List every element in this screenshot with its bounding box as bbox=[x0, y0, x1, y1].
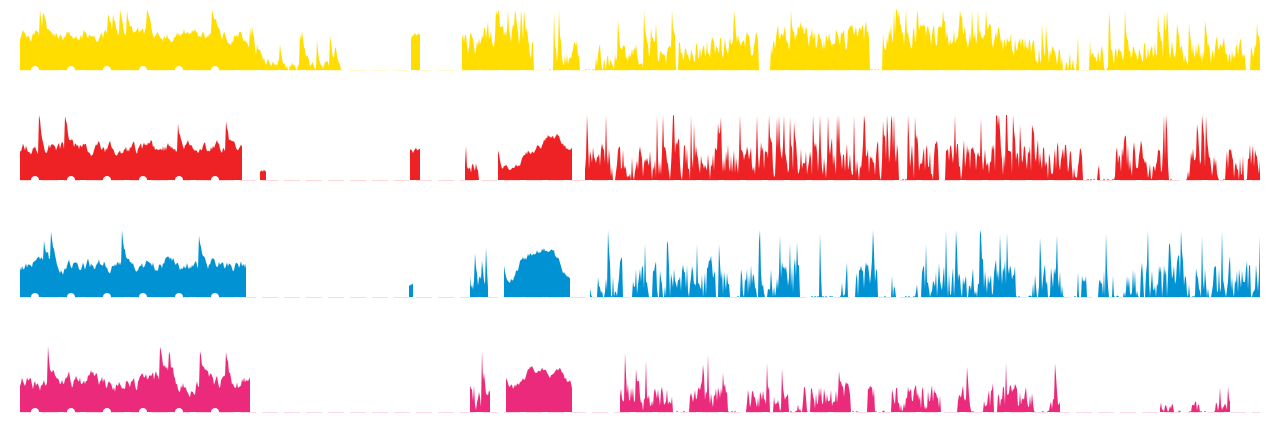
series-1-marker-6 bbox=[211, 66, 219, 74]
series-4-area-1 bbox=[20, 346, 250, 412]
series-2-area-5 bbox=[498, 133, 572, 180]
series-4-group bbox=[20, 346, 1260, 416]
series-2-marker-2 bbox=[67, 176, 75, 184]
series-2-marker-6 bbox=[211, 176, 219, 184]
series-4-area-2 bbox=[470, 350, 490, 412]
series-2-area-6 bbox=[585, 115, 1260, 180]
series-4-marker-1 bbox=[31, 408, 39, 416]
series-3-marker-2 bbox=[67, 293, 75, 301]
series-2-area-2 bbox=[260, 169, 266, 180]
series-1-group bbox=[20, 10, 1260, 74]
series-1-marker-3 bbox=[103, 66, 111, 74]
series-1-marker-4 bbox=[139, 66, 147, 74]
series-2-area-3 bbox=[410, 147, 420, 180]
series-4-marker-5 bbox=[175, 408, 183, 416]
series-2-area-1 bbox=[20, 115, 242, 180]
series-3-marker-1 bbox=[31, 293, 39, 301]
series-1-marker-5 bbox=[175, 66, 183, 74]
series-2-area-4 bbox=[465, 146, 482, 180]
series-4-area-5 bbox=[1160, 386, 1230, 412]
series-3-area-2 bbox=[409, 282, 413, 297]
series-1-marker-1 bbox=[31, 66, 39, 74]
series-1-marker-2 bbox=[67, 66, 75, 74]
series-2-marker-1 bbox=[31, 176, 39, 184]
series-3-marker-6 bbox=[211, 293, 219, 301]
series-2-marker-3 bbox=[103, 176, 111, 184]
series-3-group bbox=[20, 230, 1260, 301]
series-4-marker-2 bbox=[67, 408, 75, 416]
series-3-area-5 bbox=[590, 230, 1260, 297]
series-1-area-3 bbox=[462, 10, 1260, 70]
series-2-marker-4 bbox=[139, 176, 147, 184]
series-1-area-1 bbox=[20, 10, 342, 70]
series-3-marker-5 bbox=[175, 293, 183, 301]
series-3-area-4 bbox=[504, 248, 570, 297]
series-3-area-1 bbox=[20, 230, 246, 297]
series-4-marker-4 bbox=[139, 408, 147, 416]
series-4-area-4 bbox=[620, 353, 1060, 412]
series-4-marker-3 bbox=[103, 408, 111, 416]
series-4-area-3 bbox=[506, 365, 572, 412]
series-2-marker-5 bbox=[175, 176, 183, 184]
series-3-marker-4 bbox=[139, 293, 147, 301]
series-4-marker-6 bbox=[211, 408, 219, 416]
series-3-marker-3 bbox=[103, 293, 111, 301]
series-1-area-2 bbox=[411, 32, 420, 70]
series-3-area-3 bbox=[470, 246, 488, 297]
series-2-group bbox=[20, 115, 1260, 184]
